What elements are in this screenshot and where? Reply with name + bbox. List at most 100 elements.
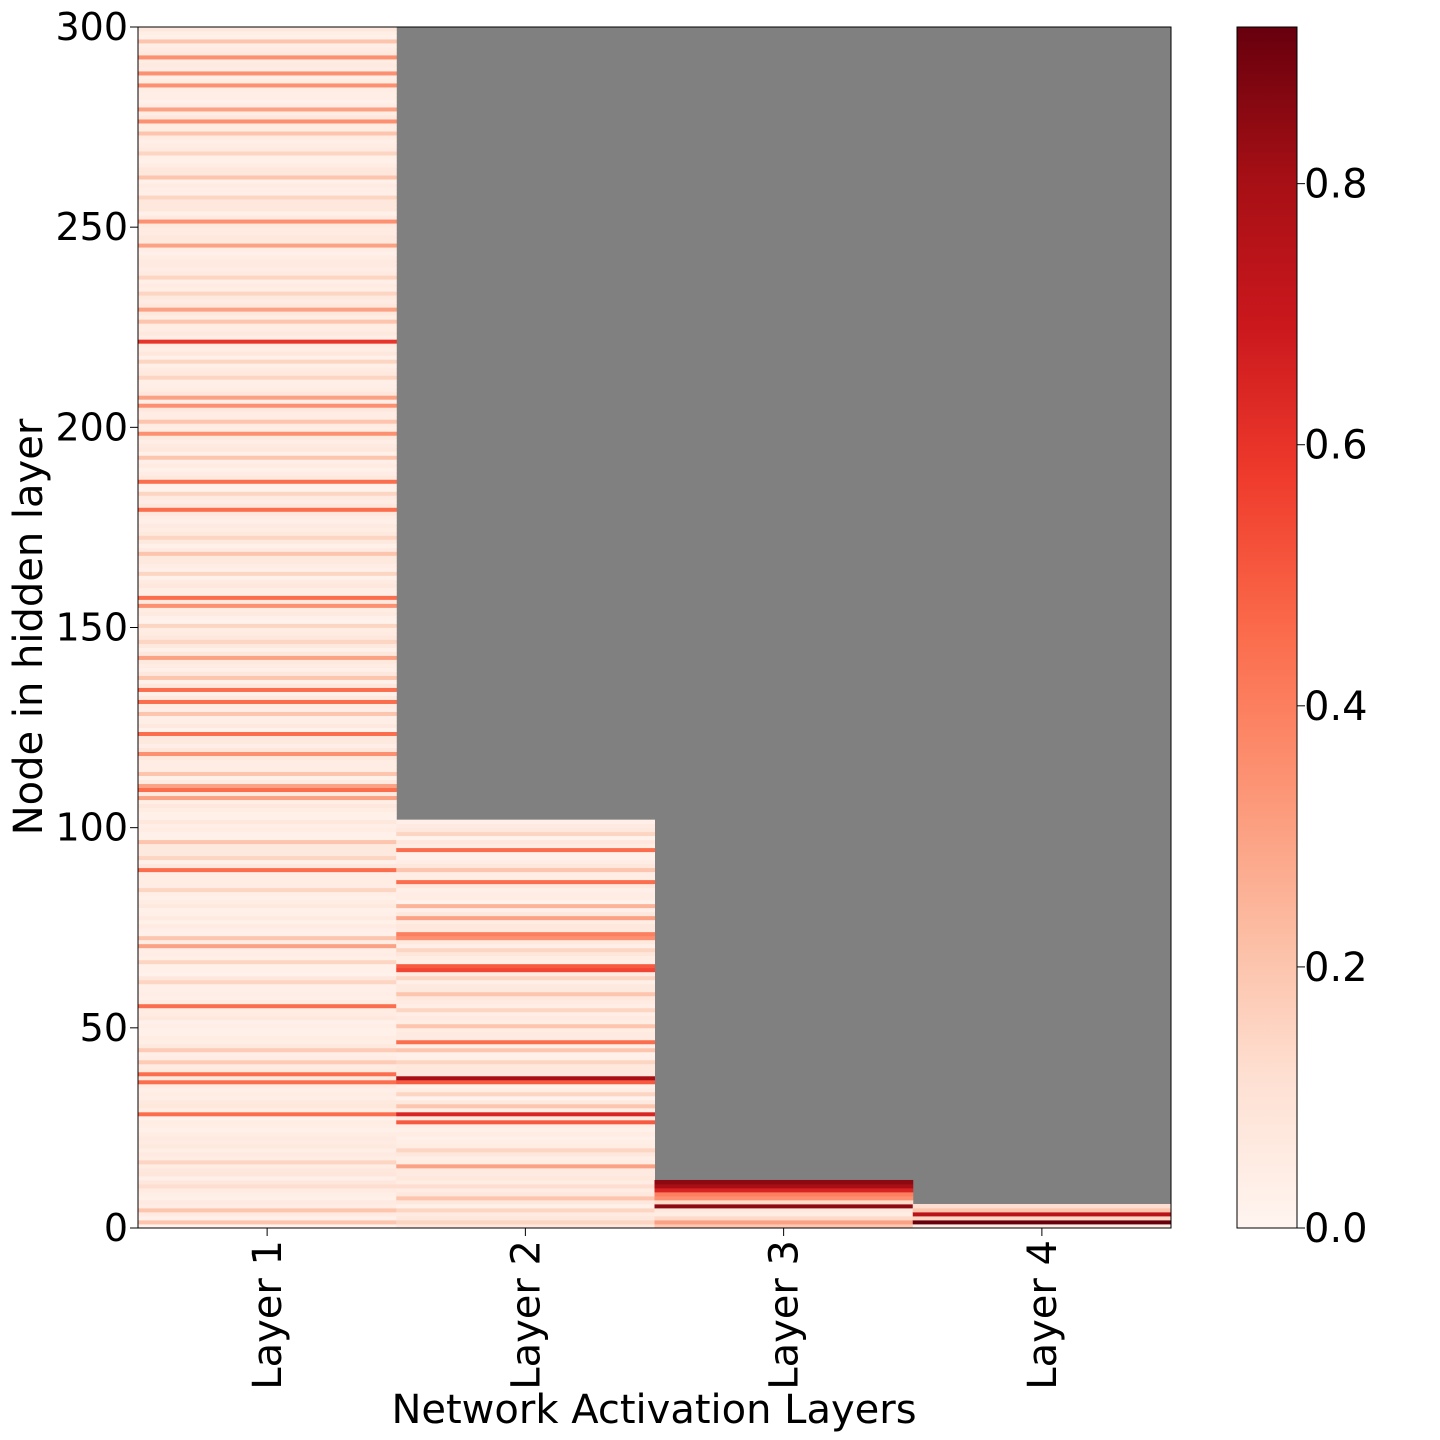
heatmap-cell: [138, 767, 397, 773]
heatmap-cell: [396, 939, 655, 945]
heatmap-cell: [396, 1115, 655, 1121]
heatmap-cell: [138, 567, 397, 572]
heatmap-cell: [138, 1087, 397, 1093]
heatmap-cell: [138, 579, 397, 584]
heatmap-cell: [138, 407, 397, 412]
y-tick-label: 250: [55, 205, 128, 249]
heatmap-cell: [138, 863, 397, 869]
heatmap-cell: [138, 1015, 397, 1021]
heatmap-cell: [138, 979, 397, 985]
heatmap-cell: [138, 143, 397, 148]
heatmap-cell: [138, 311, 397, 316]
heatmap-cell: [138, 187, 397, 192]
heatmap-cell: [138, 435, 397, 440]
heatmap-cell: [654, 1223, 914, 1229]
heatmap-cell: [396, 1175, 655, 1181]
heatmap-cell: [138, 559, 397, 564]
heatmap-cell: [138, 67, 397, 72]
heatmap-cell: [654, 1199, 914, 1205]
heatmap-cell: [138, 219, 397, 224]
colorbar-axis: 0.0 0.2 0.4 0.6 0.8: [1297, 162, 1368, 1252]
heatmap-cell: [138, 359, 397, 364]
heatmap-cell: [138, 795, 397, 801]
heatmap-cell: [396, 843, 655, 849]
heatmap-cell: [138, 931, 397, 937]
heatmap-cell: [138, 511, 397, 516]
heatmap-cell: [138, 39, 397, 44]
heatmap-cell: [138, 819, 397, 825]
heatmap-cell: [138, 379, 397, 384]
heatmap-cell: [396, 1203, 655, 1209]
heatmap-cell: [396, 979, 655, 985]
heatmap-cell: [396, 923, 655, 929]
heatmap-cell: [396, 1023, 655, 1029]
heatmap-cell: [138, 415, 397, 420]
heatmap-cell: [138, 275, 397, 280]
heatmap-cell: [138, 1167, 397, 1173]
heatmap-cell: [138, 239, 397, 244]
heatmap-cell: [138, 1171, 397, 1177]
heatmap-cell: [138, 1075, 397, 1081]
heatmap-cell: [396, 1119, 655, 1125]
heatmap-cell: [138, 467, 397, 472]
heatmap-cell: [138, 879, 397, 885]
y-tick-label: 0: [104, 1206, 128, 1250]
heatmap-cell: [138, 1127, 397, 1133]
heatmap-cell: [396, 951, 655, 957]
heatmap-cell: [138, 1067, 397, 1073]
heatmap-cell: [654, 1219, 914, 1225]
heatmap-cell: [138, 487, 397, 492]
heatmap-cell: [138, 75, 397, 80]
heatmap-cell: [138, 363, 397, 368]
heatmap-cell: [396, 1019, 655, 1025]
heatmap-cell: [138, 995, 397, 1001]
x-tick-label: Layer 3: [762, 1240, 808, 1390]
heatmap-cell: [138, 803, 397, 809]
heatmap-cell: [138, 147, 397, 152]
heatmap-cell: [138, 1195, 397, 1201]
heatmap-cell: [138, 335, 397, 340]
heatmap-cell: [138, 191, 397, 196]
heatmap-cell: [138, 595, 397, 600]
y-axis: 0 50 100 150 200 250 300: [55, 5, 138, 1250]
heatmap-cell: [396, 1159, 655, 1165]
x-axis-label: Network Activation Layers: [391, 1387, 916, 1433]
heatmap-cell: [138, 663, 397, 668]
heatmap-cell: [396, 931, 655, 937]
heatmap-cell: [138, 791, 397, 797]
heatmap-cell: [138, 95, 397, 100]
heatmap-cell: [396, 883, 655, 889]
heatmap-cell: [396, 819, 655, 825]
heatmap-cell: [654, 1187, 914, 1193]
heatmap-cell: [138, 1027, 397, 1033]
heatmap-cell: [396, 1039, 655, 1045]
heatmap-cell: [138, 639, 397, 644]
heatmap-cell: [396, 1091, 655, 1097]
heatmap-cell: [138, 83, 397, 88]
heatmap-cell: [138, 291, 397, 296]
heatmap-cell: [138, 1135, 397, 1141]
heatmap-cell: [138, 471, 397, 476]
heatmap-cell: [396, 995, 655, 1001]
heatmap-cell: [396, 1219, 655, 1225]
heatmap-cell: [138, 759, 397, 765]
heatmap-cell: [396, 963, 655, 969]
heatmap-cell: [138, 675, 397, 680]
heatmap-cell: [138, 831, 397, 837]
colorbar-tick-label: 0.0: [1304, 1206, 1368, 1252]
heatmap-cell: [138, 715, 397, 720]
heatmap-cell: [138, 939, 397, 945]
heatmap-cell: [396, 1127, 655, 1133]
heatmap-cell: [138, 839, 397, 845]
heatmap-cell: [138, 419, 397, 424]
heatmap-cell: [396, 911, 655, 917]
heatmap-cell: [138, 591, 397, 596]
heatmap-cell: [138, 391, 397, 396]
heatmap-cell: [138, 907, 397, 913]
heatmap-cell: [138, 1183, 397, 1189]
heatmap-cell: [138, 1211, 397, 1217]
heatmap-cell: [138, 847, 397, 853]
heatmap-cell: [138, 251, 397, 256]
heatmap-cell: [138, 799, 397, 805]
heatmap-cell: [138, 1007, 397, 1013]
